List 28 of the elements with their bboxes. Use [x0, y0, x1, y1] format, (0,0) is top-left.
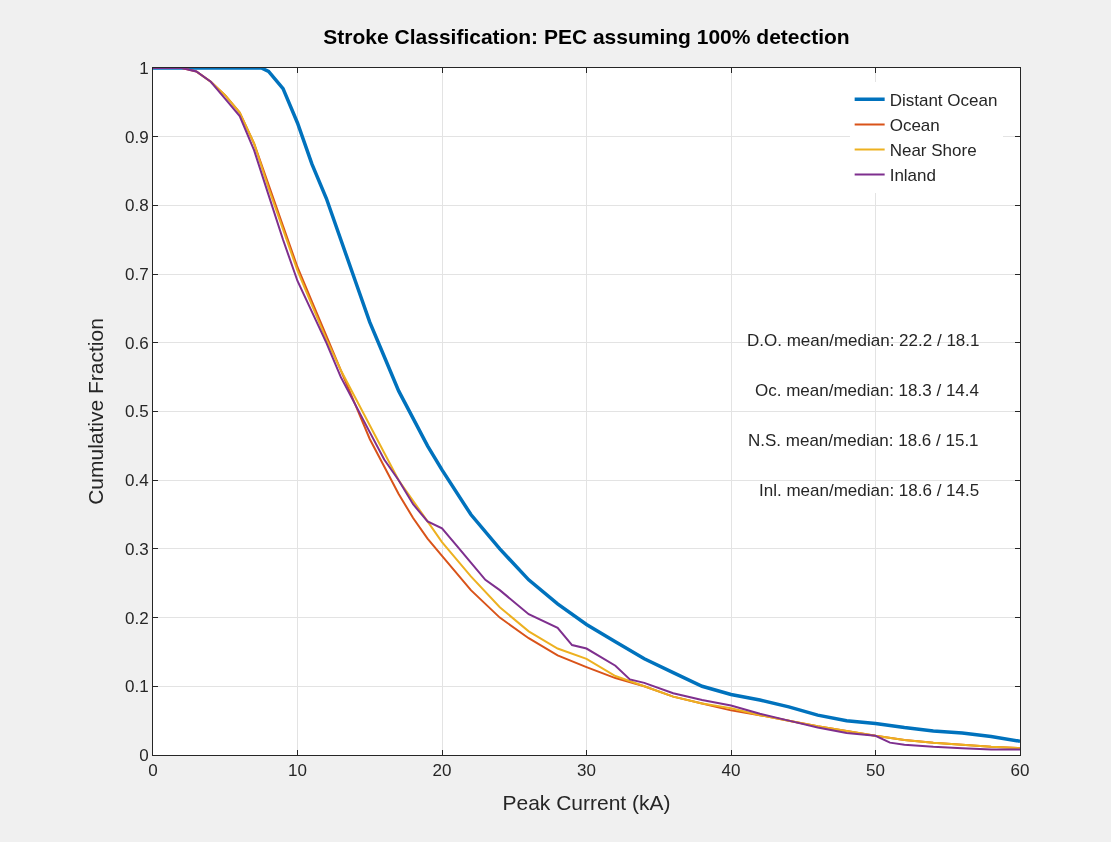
chart-title: Stroke Classification: PEC assuming 100% detection [323, 25, 850, 49]
y-tick-label: 0.7 [124, 265, 149, 285]
legend-label: Ocean [889, 116, 940, 136]
x-tick-label: 20 [432, 761, 452, 781]
x-tick-label: 30 [577, 761, 596, 781]
annotation: D.O. mean/median: 22.2 / 18.1 [747, 331, 980, 350]
y-tick-label: 0.3 [124, 539, 149, 559]
y-tick-label: 0.2 [124, 608, 149, 628]
legend-label: Inland [889, 166, 936, 186]
x-axis-title: Peak Current (kA) [502, 790, 671, 814]
x-tick-label: 10 [288, 761, 307, 781]
y-tick-label: 0.1 [124, 677, 149, 697]
annotation: Oc. mean/median: 18.3 / 14.4 [755, 381, 979, 400]
x-tick-label: 40 [721, 761, 741, 781]
y-tick-label: 0.4 [124, 471, 149, 491]
y-axis-title: Cumulative Fraction [84, 318, 108, 505]
legend-label: Distant Ocean [889, 90, 998, 110]
annotation: N.S. mean/median: 18.6 / 15.1 [748, 431, 979, 450]
x-tick-label: 60 [1010, 761, 1030, 781]
annotation: Inl. mean/median: 18.6 / 14.5 [759, 481, 980, 500]
y-tick-label: 0.8 [124, 196, 149, 216]
legend-label: Near Shore [889, 141, 977, 161]
y-tick-label: 0.6 [124, 333, 149, 353]
y-tick-label: 0.9 [124, 127, 149, 147]
y-tick-label: 0.5 [124, 402, 149, 422]
y-tick-label: 0 [139, 745, 149, 765]
x-tick-label: 50 [866, 761, 885, 781]
y-tick-label: 1 [139, 58, 149, 78]
